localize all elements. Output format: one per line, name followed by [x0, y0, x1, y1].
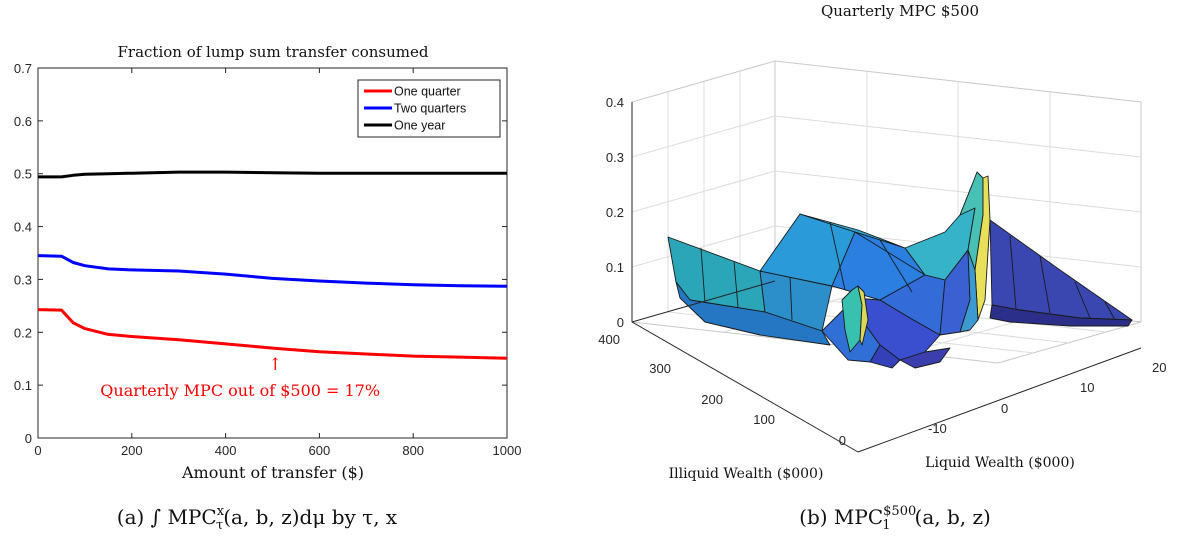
surface-patch — [899, 347, 951, 369]
y-tick-label: 0 — [839, 433, 846, 448]
mesh-line — [1104, 301, 1116, 321]
line-chart-legend: One quarter Two quarters One year — [357, 79, 501, 138]
surface-chart-title: Quarterly MPC $500 — [821, 2, 979, 20]
surface-axis-line — [857, 347, 1142, 453]
legend-label: Two quarters — [394, 102, 466, 116]
surface-z-ticks: 0 0.1 0.2 0.3 0.4 — [606, 95, 624, 330]
mesh-line — [733, 260, 739, 308]
x-tick-label: -10 — [928, 421, 947, 436]
z-tick-label: 0.1 — [606, 260, 624, 275]
z-grid-line — [631, 115, 1142, 158]
mesh-line — [1009, 235, 1017, 310]
x-tick-label: 1000 — [493, 443, 522, 458]
series-line — [37, 308, 508, 360]
surface-axis-line — [631, 280, 776, 323]
mesh-line — [879, 239, 913, 293]
x-tick-label: 400 — [215, 443, 237, 458]
line-chart-panel: Fraction of lump sum transfer consumed 0… — [14, 43, 522, 482]
surface-chart-panel: Quarterly MPC $500 — [598, 2, 1166, 482]
surface-patch — [857, 285, 869, 346]
mesh-line — [1074, 281, 1091, 319]
z-tick-label: 0.2 — [606, 205, 624, 220]
surface-x-ticks: -10 0 10 20 — [928, 360, 1166, 436]
z-tick-label: 0.3 — [606, 150, 624, 165]
surface-patch — [974, 175, 991, 321]
legend-label: One year — [394, 119, 445, 133]
surface-patch — [959, 249, 979, 333]
x-tick-label: 200 — [121, 443, 143, 458]
mesh-line — [854, 231, 926, 276]
y-tick-label: 0.2 — [14, 325, 32, 340]
x-tick-label: 20 — [1152, 360, 1166, 375]
y-tick-label: 0.7 — [14, 61, 32, 76]
caption-left: (a) ∫ MPCx τ(a, b, z)dμ by τ, x — [117, 504, 398, 533]
surface-ylabel: Illiquid Wealth ($000) — [669, 466, 824, 482]
series-line — [37, 254, 508, 288]
surface-mesh — [667, 171, 1133, 369]
caption-right: (b) MPC$500 1 (a, b, z) — [799, 504, 991, 533]
y-tick-label: 200 — [701, 392, 723, 407]
z-grid-line — [631, 170, 1142, 213]
y-tick-label: 300 — [649, 361, 671, 376]
z-tick-label: 0.4 — [606, 95, 624, 110]
mesh-line — [829, 221, 846, 291]
x-tick-label: 10 — [1080, 380, 1094, 395]
surface-patch — [989, 304, 1133, 327]
mesh-line — [1039, 255, 1051, 314]
surface-patch — [879, 274, 946, 336]
line-chart-axes: 0 200 400 600 800 1000 0 0.1 0.2 0.3 0.4 0.5 0.6 0.7 — [14, 61, 522, 458]
x-tick-label: 800 — [402, 443, 424, 458]
annotation-text: Quarterly MPC out of $500 = 17% — [100, 381, 380, 400]
z-tick-label: 0 — [617, 315, 624, 330]
mesh-line — [789, 275, 793, 321]
series-line — [38, 170, 507, 179]
plot-frame — [37, 67, 508, 439]
mesh-line — [700, 247, 706, 304]
x-tick-label: 0 — [34, 443, 41, 458]
line-chart-annotation: ↑ Quarterly MPC out of $500 = 17% — [100, 355, 380, 400]
y-tick-label: 0.4 — [14, 220, 32, 235]
legend-label: One quarter — [394, 85, 461, 99]
annotation-arrow: ↑ — [268, 355, 282, 375]
y-tick-label: 0.3 — [14, 272, 32, 287]
surface-xlabel: Liquid Wealth ($000) — [925, 455, 1075, 471]
y-tick-label: 0 — [25, 431, 32, 446]
x-tick-label: 0 — [1001, 401, 1008, 416]
line-chart-title: Fraction of lump sum transfer consumed — [118, 43, 429, 61]
y-tick-label: 0.1 — [14, 378, 32, 393]
y-tick-label: 400 — [598, 332, 620, 347]
surface-axis-line — [631, 321, 859, 453]
y-tick-label: 0.6 — [14, 114, 32, 129]
y-tick-label: 100 — [753, 412, 775, 427]
x-tick-label: 600 — [309, 443, 331, 458]
surface-y-ticks: 400 300 200 100 0 — [598, 332, 846, 448]
y-tick-label: 0.5 — [14, 167, 32, 182]
line-chart-series — [37, 170, 508, 360]
line-chart-xlabel: Amount of transfer ($) — [181, 463, 364, 482]
